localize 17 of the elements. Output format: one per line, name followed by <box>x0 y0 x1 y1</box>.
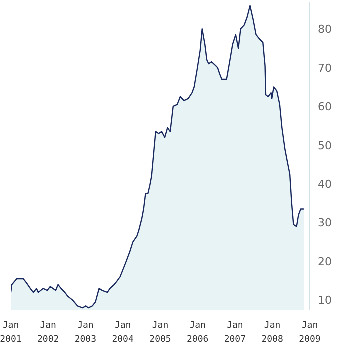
x-tick-label: Jan 2007 <box>224 321 246 345</box>
x-tick-label: Jan 2004 <box>112 321 134 345</box>
y-tick-label: 60 <box>318 100 332 114</box>
y-tick-label: 40 <box>318 178 332 191</box>
y-tick-label: 30 <box>318 216 332 230</box>
x-tick-label: Jan 2009 <box>299 321 321 345</box>
y-tick-label: 50 <box>318 139 332 152</box>
x-tick-label: Jan 2001 <box>0 321 22 345</box>
x-tick-label: Jan 2008 <box>262 321 284 345</box>
x-tick-label: Jan 2006 <box>187 321 209 345</box>
x-tick-label: Jan 2005 <box>150 321 172 345</box>
y-tick-label: 10 <box>318 294 332 308</box>
x-tick-label: Jan 2002 <box>38 321 60 345</box>
y-tick-label: 80 <box>318 23 332 36</box>
x-tick-label: Jan 2003 <box>74 321 97 345</box>
y-tick-label: 70 <box>318 62 332 75</box>
y-tick-label: 20 <box>318 255 332 268</box>
